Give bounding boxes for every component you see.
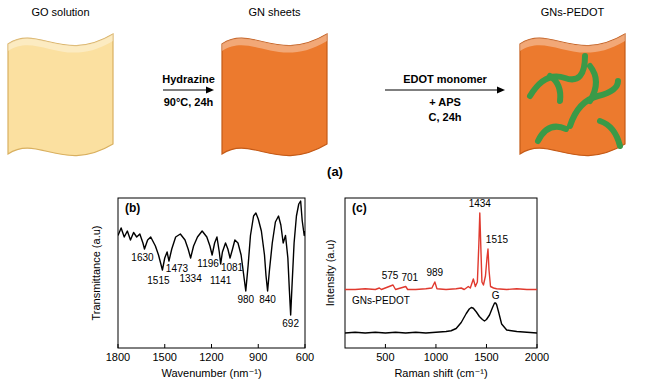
peak-label: 840: [259, 294, 276, 305]
sheet: [222, 34, 327, 156]
x-tick: [305, 344, 306, 348]
peak-label: 1334: [179, 273, 202, 284]
step-label: GO solution: [31, 6, 89, 18]
arrow-head: [206, 87, 214, 94]
peak-label: 1081: [221, 262, 244, 273]
x-tick-label: 600: [296, 351, 314, 363]
arrow-group: Hydrazine 90°C, 24h: [162, 73, 215, 108]
arrow-group: EDOT monomer + APS C, 24h: [385, 73, 505, 123]
sheet-group: GN sheets: [222, 6, 327, 156]
peak-label: 701: [401, 272, 418, 283]
step-label: GNs-PEDOT: [541, 6, 605, 18]
figure: GO solution GN sheets GNs-PEDOT Hydrazine 90…: [0, 0, 670, 389]
step-label: GN sheets: [249, 6, 301, 18]
series-label: GNs-PEDOT: [352, 295, 410, 306]
sheet-edge: [520, 34, 625, 53]
plot-frame: [345, 198, 537, 348]
pedot-chain: [590, 66, 596, 101]
peak-label: 980: [237, 294, 254, 305]
x-axis-title: Wavenumber (nm⁻¹): [161, 367, 261, 379]
arrow-line: [385, 89, 499, 90]
x-tick: [164, 344, 165, 348]
series-line: [345, 213, 537, 290]
pedot-chain: [550, 76, 560, 101]
x-tick: [435, 344, 436, 348]
plot-lines: [345, 213, 537, 333]
x-axis-title: Raman shift (cm⁻¹): [394, 367, 487, 379]
x-tick-label: 1500: [474, 351, 498, 363]
y-axis-title: Intensity (a.u): [324, 240, 336, 307]
plot-lines: [118, 201, 305, 315]
arrow-label: 90°C, 24h: [164, 96, 214, 108]
series-line: [345, 303, 537, 333]
panel-label: (c): [352, 201, 367, 215]
arrow-label: C, 24h: [428, 111, 461, 123]
x-tick-label: 2000: [525, 351, 549, 363]
pedot-chain: [600, 121, 620, 146]
x-tick: [258, 344, 259, 348]
sheet-group: GO solution: [8, 6, 113, 156]
peak-label: 1515: [486, 234, 509, 245]
arrow-line: [163, 89, 208, 90]
x-tick-label: 900: [249, 351, 267, 363]
figure-svg: GO solution GN sheets GNs-PEDOT Hydrazine 90…: [0, 0, 670, 389]
peak-label: 1515: [147, 275, 170, 286]
pedot-chain: [538, 127, 566, 141]
x-tick-label: 500: [376, 351, 394, 363]
x-tick: [385, 344, 386, 348]
arrow-label: Hydrazine: [162, 73, 215, 85]
peak-label: 989: [426, 267, 443, 278]
x-tick-label: 1800: [106, 351, 130, 363]
x-tick: [486, 344, 487, 348]
panel-label: (b): [125, 201, 140, 215]
x-tick: [537, 344, 538, 348]
peak-label: 1141: [210, 275, 232, 286]
chart: 500 1000 1500 2000 Raman shift (cm⁻¹) Intensi…: [324, 198, 549, 379]
arrow-head: [497, 87, 505, 94]
peak-label: 1630: [131, 252, 154, 263]
x-tick-label: 1500: [153, 351, 177, 363]
panel-label: (a): [327, 164, 343, 179]
chart: 1800 1500 1200 900 600 Wavenumber (nm⁻¹) Trans…: [90, 198, 314, 379]
annotation: G: [492, 290, 500, 301]
arrow-label: + APS: [429, 96, 461, 108]
sheet-edge: [8, 34, 113, 53]
sheet: [8, 34, 113, 156]
peak-label: 575: [382, 270, 399, 281]
arrow-label: EDOT monomer: [403, 73, 487, 85]
peak-label: 692: [282, 318, 299, 329]
x-tick-label: 1200: [199, 351, 223, 363]
x-tick: [211, 344, 212, 348]
x-tick: [118, 344, 119, 348]
sheet: [520, 34, 625, 156]
sheet-group: GNs-PEDOT: [520, 6, 625, 156]
series-line: [118, 201, 305, 315]
peak-label: 1434: [469, 198, 492, 209]
sheet-edge: [222, 34, 327, 53]
plot-frame: [118, 198, 305, 348]
y-axis-title: Transmittance (a.u): [90, 226, 102, 321]
x-tick-label: 1000: [424, 351, 448, 363]
peak-label: 1196: [197, 258, 219, 269]
